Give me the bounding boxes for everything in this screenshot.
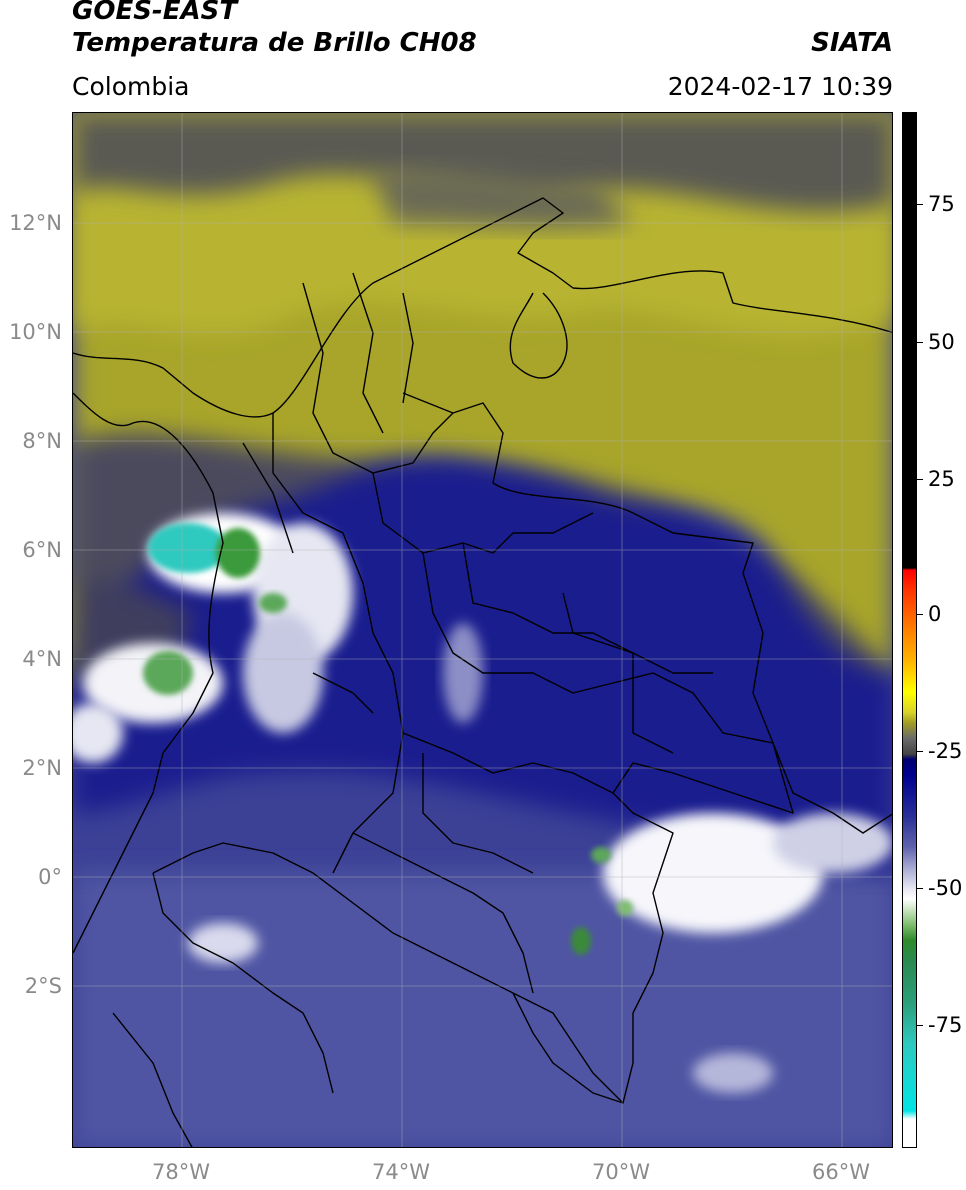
colorbar-tick	[917, 1025, 923, 1026]
lat-label: 4°N	[22, 647, 62, 671]
satellite-map	[72, 112, 893, 1148]
colorbar-label: -25	[928, 739, 963, 763]
satellite-image	[73, 113, 892, 1147]
lat-label: 6°N	[22, 538, 62, 562]
lon-label: 66°W	[812, 1160, 870, 1184]
colorbar-label: -75	[928, 1013, 963, 1037]
lat-label: 10°N	[9, 320, 62, 344]
lat-label: 0°	[38, 865, 62, 889]
colorbar-tick	[917, 204, 923, 205]
lon-label: 78°W	[152, 1160, 210, 1184]
boundary-lines	[73, 197, 892, 1147]
lat-label: 2°N	[22, 756, 62, 780]
colorbar-label: 25	[928, 467, 955, 491]
title-line-1: GOES-EAST	[72, 0, 238, 26]
lat-label: 2°S	[24, 974, 62, 998]
datetime-label: 2024-02-17 10:39	[667, 72, 893, 101]
colorbar-label: -50	[928, 876, 963, 900]
colorbar-tick	[917, 751, 923, 752]
colorbar-label: 75	[928, 192, 955, 216]
colorbar-tick	[917, 888, 923, 889]
lat-label: 8°N	[22, 429, 62, 453]
colorbar-label: 0	[928, 602, 942, 626]
organization-label: SIATA	[811, 28, 893, 58]
region-label: Colombia	[72, 72, 190, 101]
graticule	[73, 113, 892, 1147]
colorbar-tick	[917, 614, 923, 615]
colorbar	[902, 112, 917, 1148]
title-line-2: Temperatura de Brillo CH08	[72, 28, 477, 58]
lon-label: 70°W	[592, 1160, 650, 1184]
colorbar-tick	[917, 479, 923, 480]
lon-label: 74°W	[372, 1160, 430, 1184]
lat-label: 12°N	[9, 211, 62, 235]
imagery-layer	[73, 113, 892, 1147]
colorbar-tick	[917, 342, 923, 343]
colorbar-label: 50	[928, 330, 955, 354]
